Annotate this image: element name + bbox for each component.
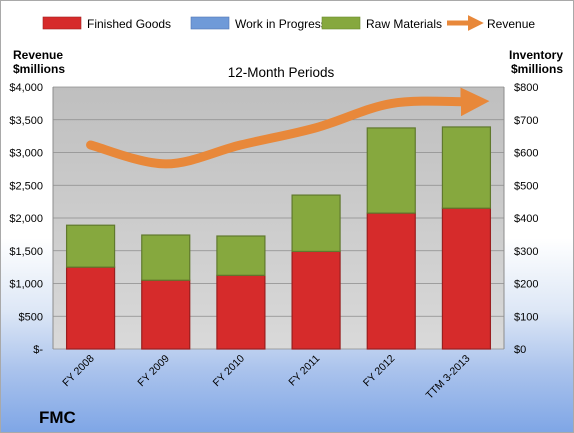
right-tick-label: $800 [514,82,538,94]
legend-label-finished-goods: Finished Goods [87,17,171,31]
legend-label-work-in-progress: Work in Progress [235,17,327,31]
x-tick-label: FY 2010 [211,353,248,390]
left-tick-label: $- [33,344,43,356]
bar-raw-materials [216,235,266,276]
x-tick-label: FY 2012 [361,353,398,390]
right-axis-label-line1: Inventory [509,48,563,62]
bar-finished-goods [366,212,416,350]
bar-finished-goods [141,279,191,350]
x-tick-label: FY 2009 [135,353,172,390]
revenue-line-layer [86,87,490,169]
bars [65,126,492,350]
right-tick-label: $0 [514,344,526,356]
legend-swatch-raw-materials [321,16,361,30]
right-tick-label: $100 [514,311,538,323]
right-tick-label: $300 [514,246,538,258]
bar-finished-goods [291,250,341,350]
right-tick-label: $600 [514,148,538,160]
left-tick-label: $500 [19,311,43,323]
left-tick-label: $3,000 [9,148,43,160]
right-tick-label: $400 [514,213,538,225]
legend-label-revenue: Revenue [487,17,535,31]
left-axis-label-line2: $millions [13,62,65,76]
legend-label-raw-materials: Raw Materials [366,17,442,31]
legend-swatch-finished-goods [42,16,82,30]
gridlines [52,86,505,350]
left-axis-ticks: $- $500 $1,000 $1,500 $2,000 $2,500 $3,000 $3,5… [9,82,43,356]
left-tick-label: $1,500 [9,246,43,258]
x-tick-label: TTM 3-2013 [424,353,473,402]
left-tick-label: $4,000 [9,82,43,94]
left-tick-label: $1,000 [9,279,43,291]
bar-finished-goods [65,266,116,350]
bar-raw-materials [366,127,416,214]
left-tick-label: $2,500 [9,180,43,192]
left-tick-label: $3,500 [9,115,43,127]
company-ticker: FMC [39,408,76,427]
x-tick-label: FY 2011 [286,353,322,389]
bar-finished-goods [216,274,266,350]
right-axis-label-line2: $millions [511,62,563,76]
right-axis-ticks: $0 $100 $200 $300 $400 $500 $600 $700 $800 [514,82,538,356]
bar-raw-materials [65,224,116,268]
left-tick-label: $2,000 [9,213,43,225]
right-tick-label: $200 [514,279,538,291]
legend-swatch-work-in-progress [190,16,230,30]
left-axis-label-line1: Revenue [13,48,63,62]
right-tick-label: $500 [514,180,538,192]
right-tick-label: $700 [514,115,538,127]
legend: Finished Goods Work in Progress Raw Mate… [42,14,535,32]
bar-raw-materials [441,126,492,209]
bar-raw-materials [141,234,191,281]
x-tick-label: FY 2008 [60,353,97,390]
bar-raw-materials [291,194,341,253]
chart-subtitle: 12-Month Periods [228,65,335,80]
x-axis-ticks: FY 2008 FY 2009 FY 2010 FY 2011 FY 2012 TTM 3… [60,353,472,402]
bar-finished-goods [441,207,492,350]
revenue-line [86,87,490,169]
